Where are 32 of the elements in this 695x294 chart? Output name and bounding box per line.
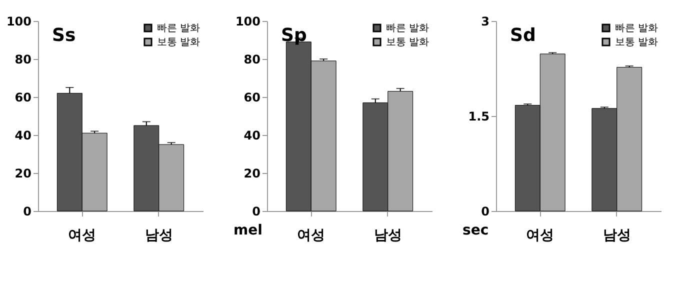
y-axis-title: mel [234, 222, 262, 238]
y-axis-title: sec [462, 222, 489, 238]
y-tick-label: 100 [6, 14, 32, 28]
y-tick-label: 0 [481, 204, 490, 218]
legend-label: 보통 발화 [157, 37, 200, 48]
legend-label: 빠른 발화 [386, 23, 430, 34]
y-tick-label: 60 [244, 90, 260, 104]
y-tick-label: 60 [14, 90, 32, 104]
y-tick-label: 40 [244, 128, 260, 142]
y-tick-label: 0 [252, 204, 260, 218]
y-tick-label: 40 [14, 128, 32, 142]
x-tick-label: 여성 [297, 228, 326, 244]
x-tick-label: 남성 [374, 228, 402, 244]
y-tick-label: 80 [14, 52, 32, 66]
chart-title: Ss [52, 25, 76, 46]
chart-title: Sp [281, 25, 307, 46]
y-tick-label: 20 [244, 166, 260, 180]
legend-label: 보통 발화 [386, 37, 430, 48]
y-tick-label: 0 [23, 204, 32, 218]
y-tick-label: 80 [244, 52, 260, 66]
legend-label: 빠른 발화 [157, 23, 200, 34]
legend-label: 빠른 발화 [615, 23, 658, 34]
x-tick-label: 여성 [68, 228, 96, 244]
x-tick-label: 여성 [526, 228, 554, 244]
x-tick-label: 남성 [144, 228, 173, 244]
legend-label: 보통 발화 [615, 37, 658, 48]
y-tick-label: 20 [14, 166, 32, 180]
y-tick-label: 100 [235, 14, 260, 28]
y-tick-label: 3 [481, 14, 490, 28]
x-tick-label: 남성 [602, 228, 631, 244]
y-tick-label: 1.5 [468, 110, 490, 124]
chart-title: Sd [510, 25, 536, 46]
